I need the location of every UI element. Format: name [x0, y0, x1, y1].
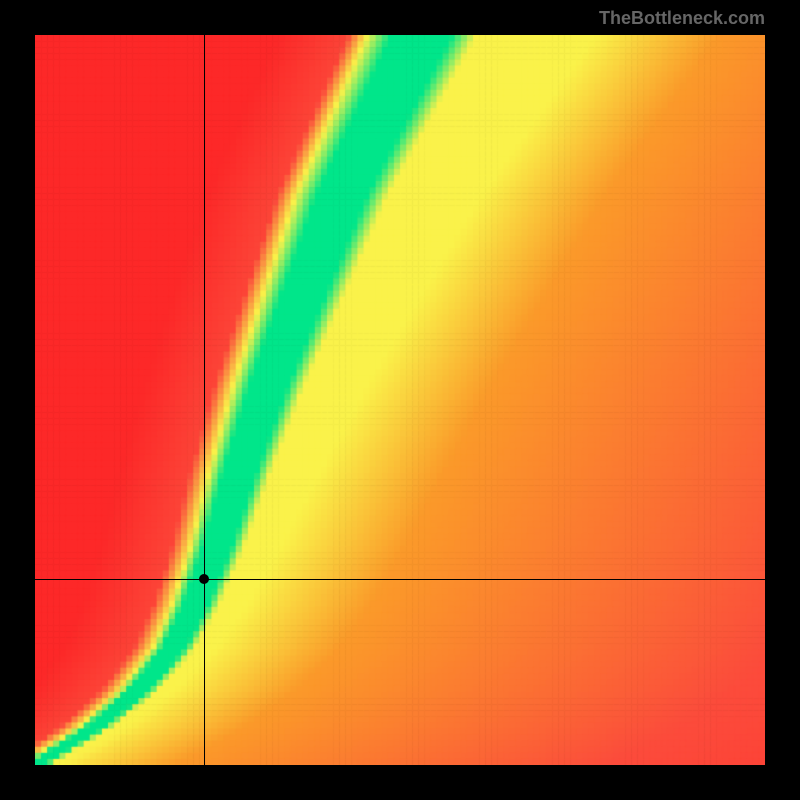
heatmap-canvas	[35, 35, 765, 765]
crosshair-horizontal	[35, 579, 765, 580]
crosshair-marker	[199, 574, 209, 584]
watermark-text: TheBottleneck.com	[599, 8, 765, 29]
plot-area	[35, 35, 765, 765]
crosshair-vertical	[204, 35, 205, 765]
